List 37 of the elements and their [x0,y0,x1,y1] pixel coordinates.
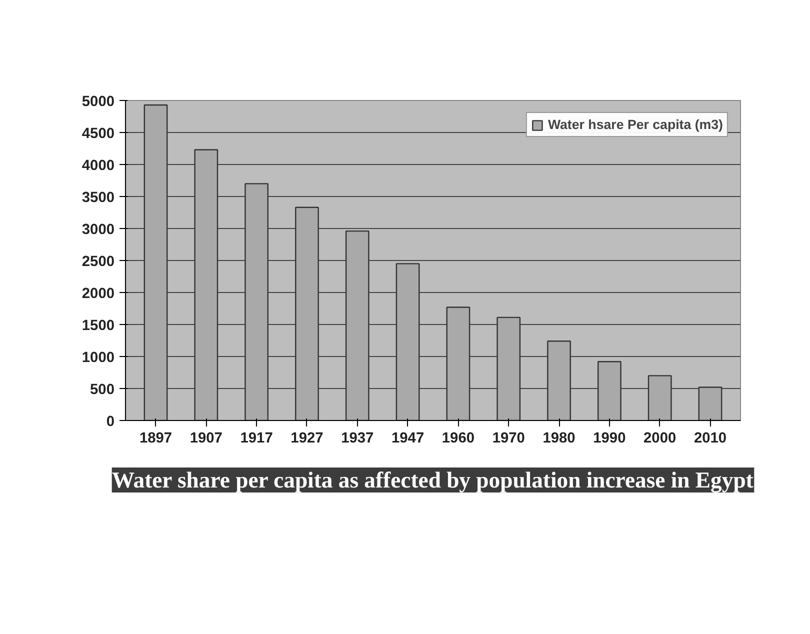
y-tick-label: 2500 [82,254,115,270]
y-tick-label: 2000 [82,286,115,302]
x-tick-label: 1970 [492,430,525,446]
bar [547,340,571,420]
y-tick-label: 4500 [82,126,115,142]
legend-label: Water hsare Per capita (m3) [548,117,723,132]
x-tick-label: 1917 [240,430,273,446]
bar [194,149,218,420]
y-tick-label: 4000 [82,158,115,174]
bar [144,104,168,420]
x-tick-label: 1937 [341,430,374,446]
x-tick-label: 1927 [290,430,324,446]
bar [496,316,521,420]
bar [648,375,672,420]
x-tick-label: 2010 [694,430,727,446]
x-tick-label: 1947 [391,430,424,446]
bar [295,206,319,420]
x-tick-label: 1990 [593,430,626,446]
bar [698,386,722,420]
y-tick-label: 0 [106,414,115,430]
y-tick-label: 1500 [82,318,115,334]
bar [345,230,370,420]
x-tick-label: 2000 [644,430,676,446]
x-tick-label: 1907 [190,430,222,446]
x-tick-label: 1897 [139,430,172,446]
bar [396,263,420,420]
bar [446,306,470,420]
x-tick-label: 1980 [542,430,576,446]
y-tick-label: 1000 [82,350,115,366]
y-tick-label: 3000 [82,222,115,238]
y-tick-label: 500 [90,382,115,398]
bar [244,183,269,420]
y-tick-label: 5000 [82,94,115,110]
y-tick-label: 3500 [82,190,115,206]
text: Water share per capita as affected by population increase in Egypt [112,468,754,492]
bar [597,361,622,420]
x-tick-label: 1960 [442,430,475,446]
